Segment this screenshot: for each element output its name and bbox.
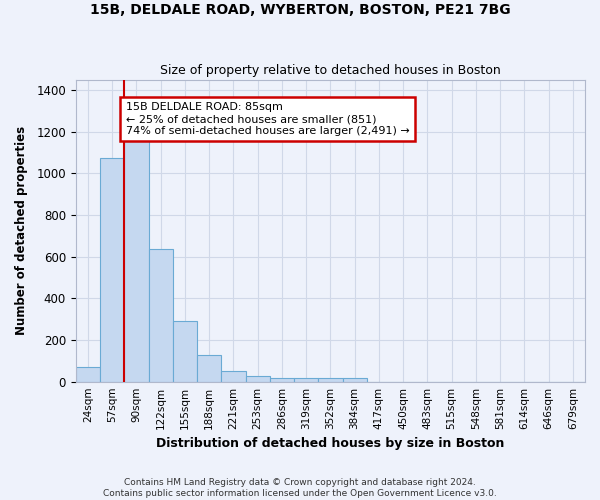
- Text: 15B, DELDALE ROAD, WYBERTON, BOSTON, PE21 7BG: 15B, DELDALE ROAD, WYBERTON, BOSTON, PE2…: [89, 2, 511, 16]
- Bar: [149, 250, 173, 382]
- Title: Size of property relative to detached houses in Boston: Size of property relative to detached ho…: [160, 64, 501, 77]
- Bar: [294, 378, 318, 382]
- Bar: [221, 372, 245, 382]
- Bar: [270, 378, 294, 382]
- Bar: [343, 378, 367, 382]
- Bar: [318, 378, 343, 382]
- Bar: [245, 376, 270, 382]
- Bar: [173, 322, 197, 382]
- Bar: [100, 158, 124, 382]
- Text: 15B DELDALE ROAD: 85sqm
← 25% of detached houses are smaller (851)
74% of semi-d: 15B DELDALE ROAD: 85sqm ← 25% of detache…: [125, 102, 409, 136]
- Bar: [124, 140, 149, 382]
- Bar: [76, 367, 100, 382]
- Text: Contains HM Land Registry data © Crown copyright and database right 2024.
Contai: Contains HM Land Registry data © Crown c…: [103, 478, 497, 498]
- Y-axis label: Number of detached properties: Number of detached properties: [15, 126, 28, 335]
- X-axis label: Distribution of detached houses by size in Boston: Distribution of detached houses by size …: [156, 437, 505, 450]
- Bar: [197, 354, 221, 382]
